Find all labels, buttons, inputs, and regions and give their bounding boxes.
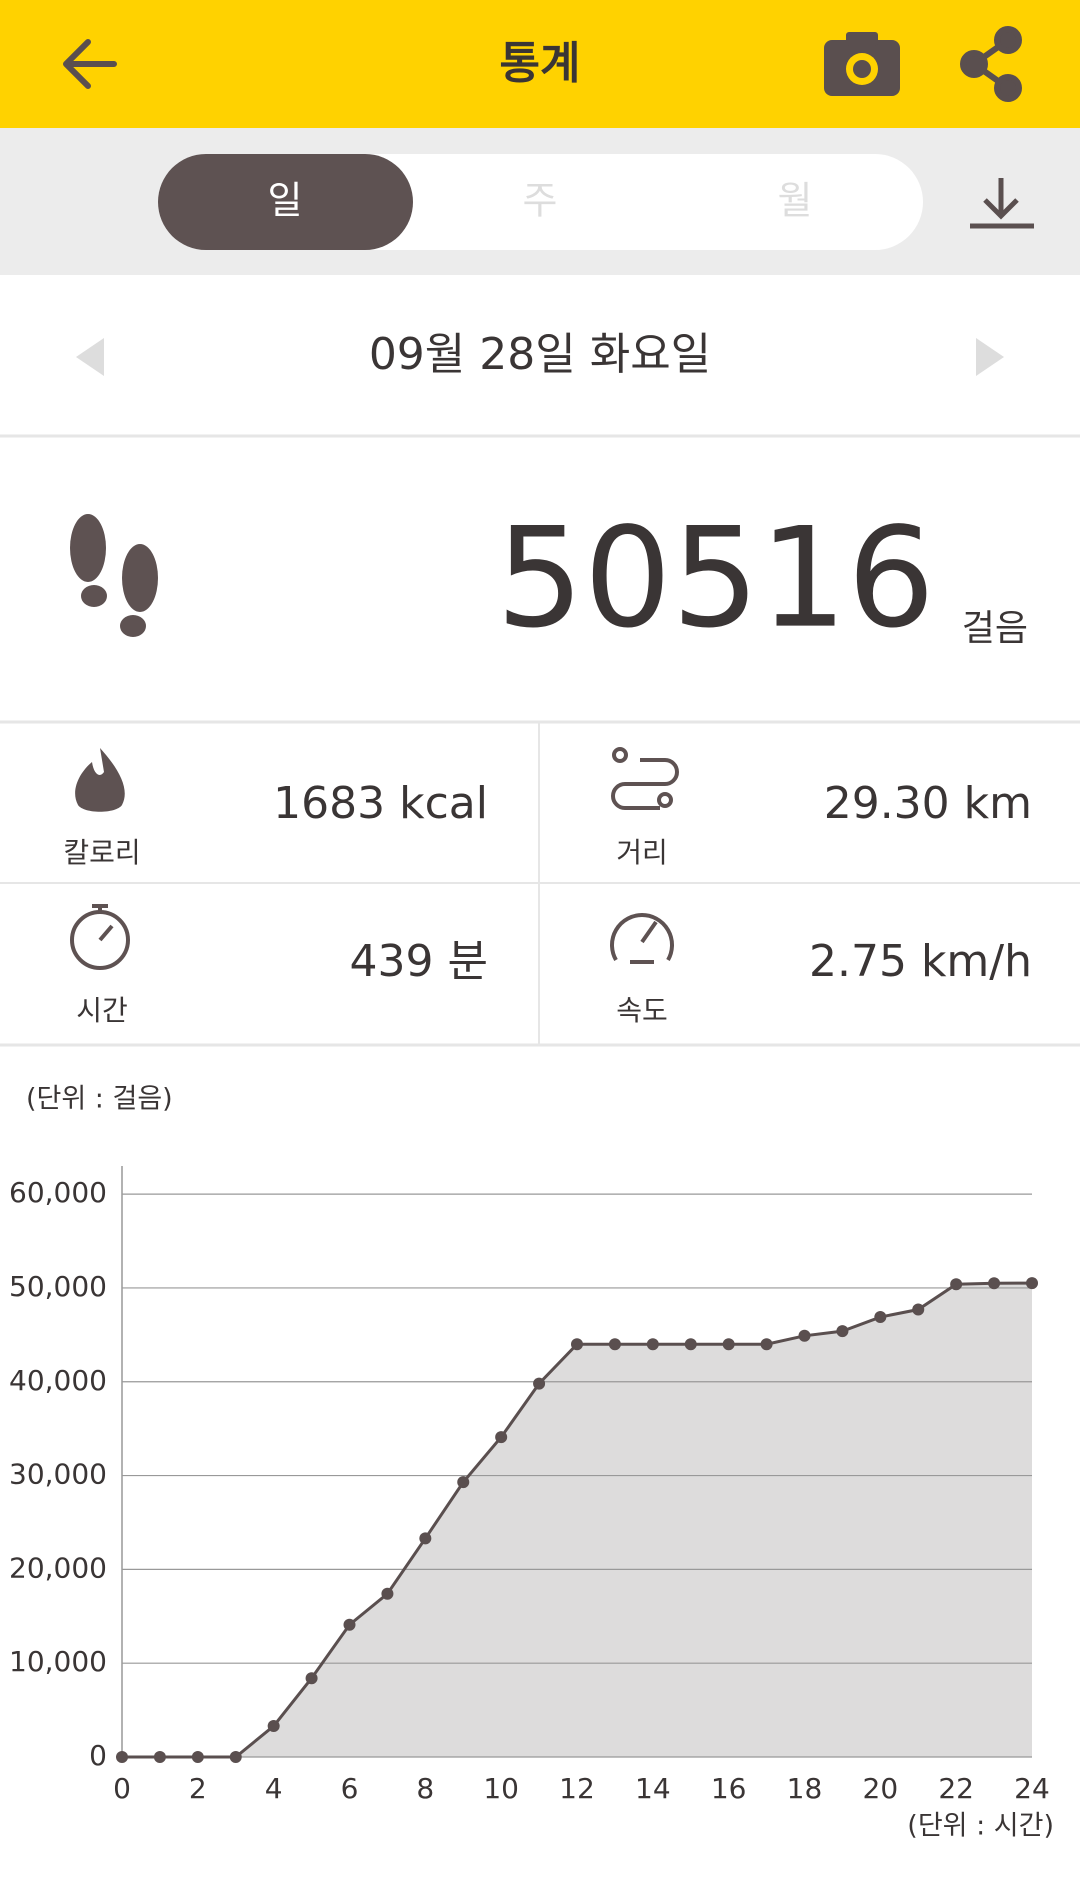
- y-tick-label: 60,000: [9, 1176, 107, 1209]
- stat-label: 거리: [616, 836, 668, 869]
- y-tick-label: 20,000: [9, 1551, 107, 1584]
- camera-button[interactable]: [824, 32, 900, 96]
- point: [533, 1377, 546, 1390]
- stat-value: 1683 kcal: [273, 778, 488, 829]
- point: [495, 1431, 508, 1444]
- point: [343, 1618, 356, 1631]
- y-tick-label: 50,000: [9, 1270, 107, 1303]
- y-unit-label: (단위 : 걸음): [26, 1084, 173, 1115]
- point: [798, 1329, 811, 1342]
- tab-month[interactable]: 월: [778, 179, 813, 223]
- y-tick-label: 10,000: [9, 1645, 107, 1678]
- point: [608, 1338, 621, 1351]
- area-fill: [122, 1283, 1032, 1757]
- next-day[interactable]: [976, 338, 1004, 376]
- x-tick-label: 20: [863, 1772, 899, 1805]
- point: [305, 1672, 318, 1685]
- point: [874, 1311, 887, 1324]
- point: [419, 1532, 432, 1545]
- back-button[interactable]: [63, 39, 117, 89]
- point: [153, 1751, 166, 1763]
- date-label: 09월 28일 화요일: [369, 329, 711, 380]
- point: [116, 1751, 128, 1763]
- x-tick-label: 22: [938, 1772, 974, 1805]
- point: [457, 1476, 470, 1489]
- y-tick-label: 40,000: [9, 1364, 107, 1397]
- point: [646, 1338, 659, 1351]
- x-tick-label: 24: [1014, 1772, 1050, 1805]
- point: [912, 1303, 925, 1316]
- point: [836, 1325, 849, 1338]
- y-tick-label: 30,000: [9, 1458, 107, 1491]
- tab-week[interactable]: 주: [523, 179, 558, 223]
- x-tick-label: 2: [189, 1772, 207, 1805]
- point: [191, 1751, 204, 1763]
- point: [571, 1338, 583, 1351]
- x-tick-label: 10: [483, 1772, 519, 1805]
- step-unit: 걸음: [962, 608, 1028, 649]
- y-tick-label: 0: [89, 1739, 107, 1772]
- timer-icon: [70, 904, 130, 970]
- point: [381, 1587, 394, 1600]
- point: [684, 1338, 697, 1351]
- x-tick-label: 0: [113, 1772, 131, 1805]
- x-tick-label: 16: [711, 1772, 747, 1805]
- step-count: 50516: [496, 498, 935, 659]
- point: [950, 1278, 963, 1291]
- x-tick-label: 4: [265, 1772, 283, 1805]
- point: [722, 1338, 735, 1351]
- page-title: 통계: [500, 38, 581, 89]
- point: [760, 1338, 773, 1351]
- x-unit-label: (단위 : 시간): [907, 1811, 1054, 1842]
- download-button[interactable]: [970, 178, 1034, 229]
- footprint-icon: [70, 514, 158, 637]
- speed-icon: [610, 913, 674, 964]
- x-tick-label: 6: [341, 1772, 359, 1805]
- share-button[interactable]: [960, 26, 1022, 102]
- point: [267, 1720, 280, 1733]
- x-tick-label: 14: [635, 1772, 671, 1805]
- tab-day[interactable]: 일: [268, 179, 303, 223]
- point: [1026, 1277, 1038, 1290]
- stat-value: 2.75 km/h: [809, 936, 1032, 987]
- stat-value: 439 분: [350, 936, 488, 987]
- distance-icon: [611, 747, 679, 810]
- calorie-icon: [75, 748, 125, 812]
- x-tick-label: 12: [559, 1772, 595, 1805]
- x-tick-label: 8: [416, 1772, 434, 1805]
- prev-day[interactable]: [76, 338, 104, 376]
- stat-value: 29.30 km: [824, 778, 1032, 829]
- stat-label: 칼로리: [63, 836, 140, 869]
- point: [229, 1751, 242, 1763]
- tab-selected[interactable]: [158, 154, 413, 250]
- x-tick-label: 18: [787, 1772, 823, 1805]
- stat-label: 시간: [76, 994, 128, 1027]
- point: [988, 1277, 1001, 1290]
- stat-label: 속도: [616, 994, 668, 1027]
